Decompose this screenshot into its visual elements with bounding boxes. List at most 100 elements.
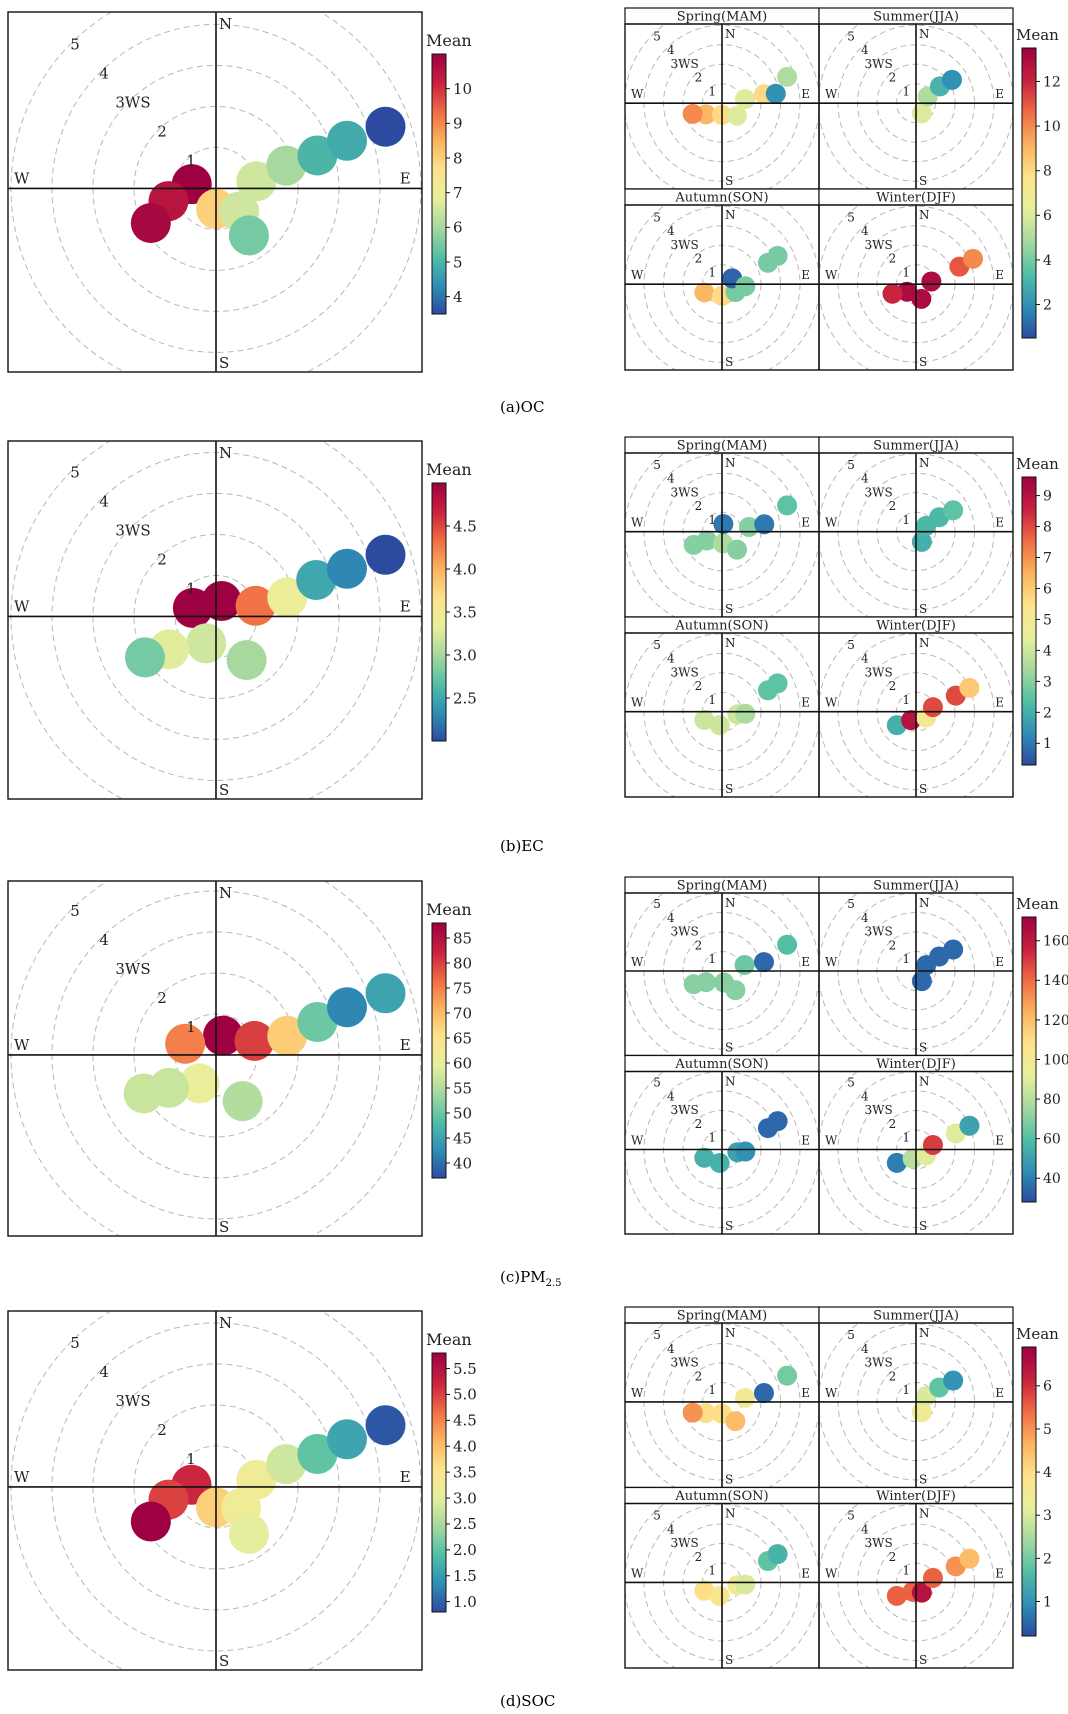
pm25-spring-label-n: N: [725, 896, 736, 910]
oc-annual-colorbar-tick-label: 9: [453, 115, 463, 133]
soc-spring-concentration-mark: [725, 1411, 746, 1432]
pm25-summer-ring-label: 3WS: [865, 925, 893, 939]
soc-annual-concentration-mark: [326, 1419, 367, 1460]
soc-annual-concentration-mark: [266, 1444, 307, 1485]
pm25-winter-label-s: S: [919, 1219, 927, 1233]
soc-seasonal-colorbar-title: Mean: [1016, 1325, 1059, 1343]
caption-pm25-subscript: 2.5: [545, 1278, 562, 1289]
soc-seasonal-colorbar-tick-label: 2: [1043, 1551, 1052, 1567]
oc-winter-ring-label: 1: [902, 265, 910, 279]
pm25-autumn-label-s: S: [725, 1219, 733, 1233]
ec-annual-colorbar-tick-label: 2.5: [453, 689, 477, 707]
pm25-autumn-ring-label: 1: [708, 1131, 716, 1145]
ec-spring-concentration-mark: [777, 495, 798, 516]
soc-spring-concentration-mark: [753, 1383, 774, 1404]
soc-spring-label-e: E: [801, 1386, 810, 1400]
pm25-annual-concentration-mark: [267, 1015, 308, 1056]
pm25-summer-ring-label: 1: [902, 952, 910, 966]
oc-annual-ring-label: 4: [99, 64, 109, 82]
ec-annual-colorbar-tick-label: 4.0: [453, 560, 477, 578]
ec-seasonal-colorbar-tick-label: 4: [1043, 643, 1052, 659]
ec-spring-ring-label: 2: [695, 499, 703, 513]
oc-seasonal-colorbar-tick-label: 2: [1043, 297, 1052, 313]
soc-annual-label-e: E: [400, 1468, 411, 1486]
ec-spring-concentration-mark: [713, 514, 734, 535]
soc-winter-concentration-mark: [922, 1567, 943, 1588]
pm25-annual-ring-label: 3WS: [115, 960, 150, 978]
pm25-spring-concentration-mark: [683, 974, 704, 995]
oc-spring-ring-label: 4: [667, 43, 675, 57]
pm25-summer-concentration-mark: [911, 971, 932, 992]
oc-annual-frame: [7, 11, 423, 373]
pm25-spring-concentration-mark: [777, 934, 798, 955]
oc-spring-concentration-mark: [682, 103, 703, 124]
pm25-seasonal-colorbar-tick-label: 160: [1043, 934, 1068, 950]
ec-season-title: Spring(MAM): [677, 439, 767, 454]
pm25-annual-label-s: S: [219, 1218, 229, 1236]
oc-spring-label-e: E: [801, 87, 810, 101]
ec-autumn-ring-label: 1: [708, 693, 716, 707]
ec-winter-label-n: N: [919, 636, 930, 650]
pm25-annual-frame: [7, 880, 423, 1237]
ec-annual-concentration-mark: [267, 577, 308, 618]
ec-autumn-label-n: N: [725, 636, 736, 650]
soc-annual-colorbar-tick-label: 1.0: [453, 1593, 477, 1611]
pm25-winter-concentration-mark: [959, 1115, 980, 1136]
ec-winter-label-w: W: [825, 696, 838, 710]
ec-annual-colorbar-tick-label: 3.5: [453, 603, 477, 621]
soc-winter-label-e: E: [995, 1566, 1004, 1580]
oc-annual-ring-label: 1: [186, 151, 196, 169]
pm25-annual-concentration-mark: [234, 1020, 275, 1061]
oc-winter-concentration-mark: [963, 248, 984, 269]
pm25-winter-ring-label: 5: [847, 1076, 855, 1090]
caption-oc: (a)OC: [500, 398, 544, 416]
soc-annual-concentration-mark: [236, 1459, 277, 1500]
pm25-annual-concentration-mark: [179, 1063, 220, 1104]
pm25-summer-concentration-mark: [943, 939, 964, 960]
pm25-seasonal-colorbar: [1021, 916, 1037, 1203]
pm25-autumn-label-w: W: [631, 1134, 644, 1148]
pm25-annual-colorbar-title: Mean: [426, 900, 472, 919]
ec-spring-label-s: S: [725, 602, 733, 616]
oc-annual-label-e: E: [400, 169, 411, 187]
ec-summer-ring-label: 2: [889, 499, 897, 513]
soc-autumn-label-w: W: [631, 1566, 644, 1580]
ec-winter-ring-label: 2: [889, 679, 897, 693]
soc-seasonal-colorbar-tick-label: 4: [1043, 1465, 1052, 1481]
pm25-annual-colorbar-tick-label: 55: [453, 1079, 472, 1097]
pm25-season-title: Summer(JJA): [873, 879, 959, 894]
soc-annual-colorbar-title: Mean: [426, 1330, 472, 1349]
ec-annual-label-s: S: [219, 781, 229, 799]
pm25-winter-label-n: N: [919, 1075, 930, 1089]
oc-annual-colorbar-title: Mean: [426, 31, 472, 50]
pm25-annual-concentration-mark: [165, 1023, 206, 1064]
pm25-annual-concentration-mark: [365, 973, 406, 1014]
oc-autumn-ring-label: 5: [653, 210, 661, 224]
soc-annual-concentration-mark: [228, 1513, 269, 1554]
ec-annual-ring-label: 5: [70, 463, 80, 481]
ec-autumn-concentration-mark: [709, 715, 730, 736]
oc-summer-ring-label: 5: [847, 29, 855, 43]
soc-seasonal-colorbar: [1021, 1346, 1037, 1637]
pm25-annual-colorbar-tick-label: 60: [453, 1054, 472, 1072]
oc-winter-ring-label: 5: [847, 210, 855, 224]
ec-annual-ring-label: 3WS: [115, 521, 150, 539]
ec-autumn-ring-label: 3WS: [671, 665, 699, 679]
oc-seasonal-colorbar-tick-label: 4: [1043, 253, 1052, 269]
soc-spring-ring-label: 3WS: [671, 1356, 699, 1370]
pm25-annual-colorbar-tick-label: 50: [453, 1104, 472, 1122]
ec-spring-ring-label: 5: [653, 458, 661, 472]
ec-autumn-concentration-mark: [694, 709, 715, 730]
soc-summer-ring-label: 1: [902, 1383, 910, 1397]
soc-annual-colorbar: [431, 1352, 447, 1613]
soc-annual-colorbar-tick-label: 3.0: [453, 1489, 477, 1507]
caption-soc-text: (d)SOC: [500, 1692, 556, 1710]
oc-annual-concentration-mark: [365, 106, 406, 147]
pm25-annual-colorbar-tick-label: 75: [453, 979, 472, 997]
oc-seasonal-colorbar-title: Mean: [1016, 26, 1059, 44]
